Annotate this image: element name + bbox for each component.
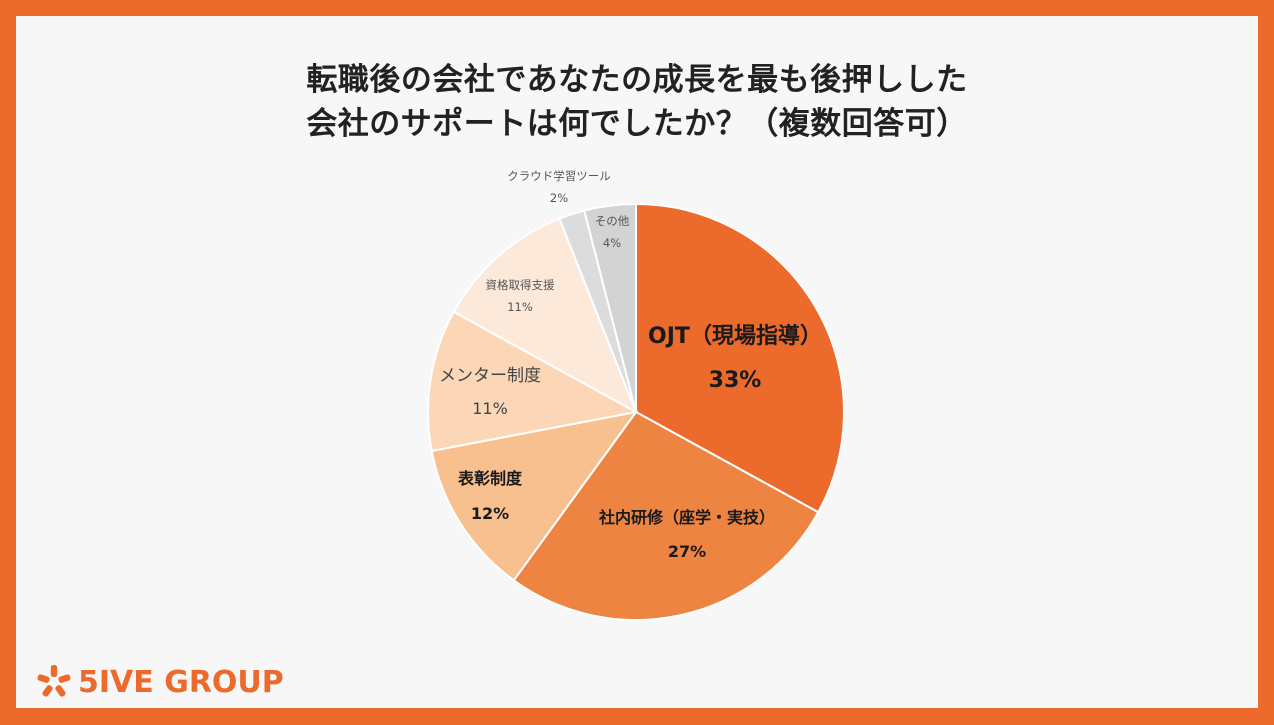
slice-value-label: 2% xyxy=(550,191,568,205)
chart-title: 転職後の会社であなたの成長を最も後押しした 会社のサポートは何でしたか？（複数回… xyxy=(0,58,1274,146)
brand-logo-text: 5IVE GROUP xyxy=(78,664,284,700)
brand-logo: 5IVE GROUP xyxy=(36,664,284,700)
slice-value-label: 12% xyxy=(471,504,509,523)
slice-value-label: 27% xyxy=(668,542,706,561)
slice-category-label: 社内研修（座学・実技） xyxy=(598,508,775,527)
chart-title-line-2: 会社のサポートは何でしたか？（複数回答可） xyxy=(306,106,968,142)
slice-category-label: その他 xyxy=(595,214,630,228)
slice-value-label: 11% xyxy=(507,300,533,314)
slice-category-label: OJT（現場指導） xyxy=(648,323,822,349)
slice-category-label: 表彰制度 xyxy=(457,469,523,488)
asterisk-logo-icon xyxy=(37,665,71,697)
pie-labels: OJT（現場指導） 33% 社内研修（座学・実技） 27% 表彰制度 12% メンター制度 1… xyxy=(439,169,822,561)
slice-value-label: 11% xyxy=(472,399,508,418)
slice-value-label: 4% xyxy=(603,236,621,250)
pie-slice xyxy=(512,410,820,621)
pie-slice xyxy=(430,410,639,582)
pie-slice xyxy=(452,217,638,415)
slice-category-label: 資格取得支援 xyxy=(486,278,555,292)
slice-category-label: クラウド学習ツール xyxy=(507,169,611,183)
slice-category-label: メンター制度 xyxy=(439,366,541,386)
chart-title-line-1: 転職後の会社であなたの成長を最も後押しした xyxy=(306,62,968,98)
pie-slice xyxy=(635,202,845,514)
slice-value-label: 33% xyxy=(709,368,762,393)
pie-slice xyxy=(427,310,639,453)
pie-slices xyxy=(427,202,845,621)
pie-slice xyxy=(583,202,637,413)
